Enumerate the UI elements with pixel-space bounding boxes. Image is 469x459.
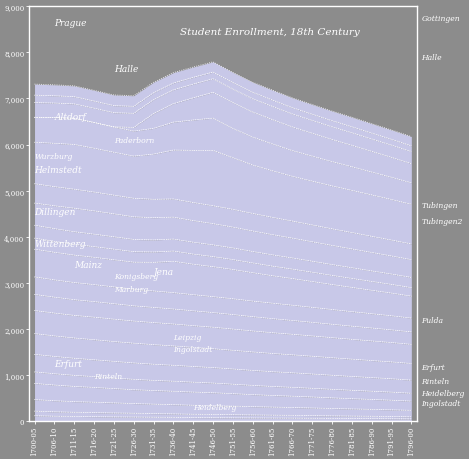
Text: Dillingen: Dillingen xyxy=(35,207,76,217)
Text: Halle: Halle xyxy=(422,54,442,62)
Text: Tubingen2: Tubingen2 xyxy=(422,217,463,225)
Text: Jena: Jena xyxy=(153,267,174,276)
Text: Ingolstadt: Ingolstadt xyxy=(422,399,461,408)
Text: Paderborn: Paderborn xyxy=(114,137,154,145)
Text: Konigsberg: Konigsberg xyxy=(114,272,158,280)
Text: Halle: Halle xyxy=(114,65,138,74)
Text: Rinteln: Rinteln xyxy=(94,372,122,380)
Text: Fulda: Fulda xyxy=(422,316,444,324)
Text: Altdorf: Altdorf xyxy=(54,113,86,122)
Text: Ingolstadt: Ingolstadt xyxy=(174,345,213,353)
Text: Helmstedt: Helmstedt xyxy=(35,166,82,175)
Text: Student Enrollment, 18th Century: Student Enrollment, 18th Century xyxy=(180,28,359,37)
Text: Gottingen: Gottingen xyxy=(422,15,460,22)
Text: Tubingen: Tubingen xyxy=(422,201,458,209)
Text: Erfurt: Erfurt xyxy=(422,363,445,371)
Text: Heidelberg: Heidelberg xyxy=(193,403,236,411)
Text: Mainz: Mainz xyxy=(74,260,102,269)
Text: Marburg: Marburg xyxy=(114,285,148,293)
Text: Wurzburg: Wurzburg xyxy=(35,153,73,161)
Text: Wittenberg: Wittenberg xyxy=(35,240,86,249)
Text: Heidelberg: Heidelberg xyxy=(422,389,465,397)
Text: Erfurt: Erfurt xyxy=(54,359,82,368)
Text: Prague: Prague xyxy=(54,19,87,28)
Text: Rinteln: Rinteln xyxy=(422,377,450,385)
Text: Leipzig: Leipzig xyxy=(174,334,202,341)
